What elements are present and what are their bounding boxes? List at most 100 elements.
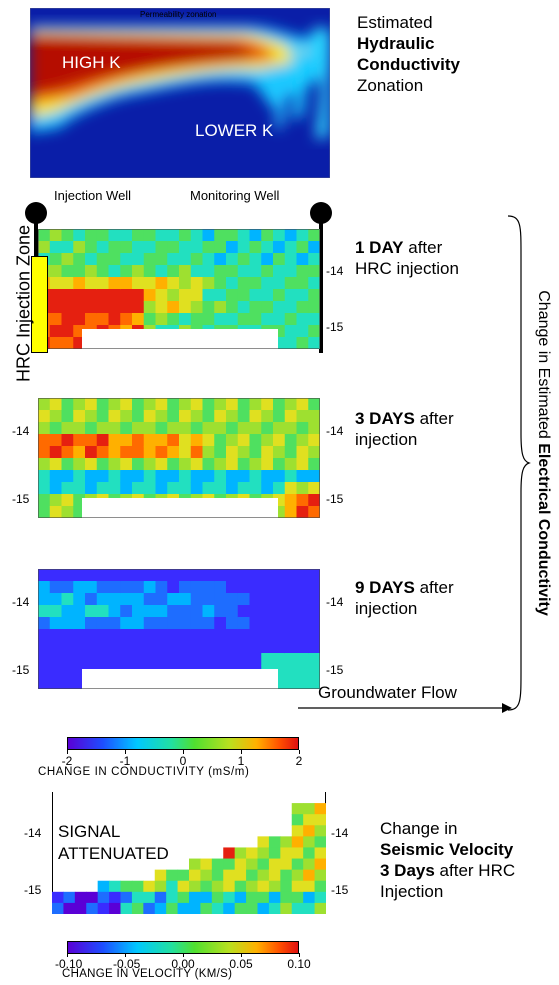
seismic-caption: Change in Seismic Velocity 3 Days after …	[380, 818, 515, 902]
conductivity-cell	[108, 569, 121, 582]
conductivity-cell	[237, 458, 250, 471]
conductivity-cell	[49, 569, 62, 582]
conductivity-cell	[120, 605, 133, 618]
conductivity-cell	[61, 581, 74, 594]
conductivity-cell	[179, 470, 192, 483]
conductivity-cell	[190, 253, 203, 266]
conductivity-cell	[49, 653, 62, 666]
conductivity-cell	[132, 289, 145, 302]
seismic-cell	[280, 869, 293, 882]
seismic-cell	[120, 902, 133, 914]
conductivity-cell	[284, 277, 297, 290]
conductivity-cell	[261, 581, 274, 594]
conductivity-cell	[237, 398, 250, 411]
conductivity-cell	[179, 289, 192, 302]
conductivity-cell	[61, 506, 74, 518]
conductivity-cell	[296, 241, 309, 254]
conductivity-cell	[49, 313, 62, 326]
conductivity-cell	[179, 617, 192, 630]
conductivity-cell	[284, 506, 297, 518]
conductivity-cell	[167, 617, 180, 630]
conductivity-cell	[179, 313, 192, 326]
conductivity-cell	[96, 229, 109, 242]
conductivity-cell	[96, 398, 109, 411]
seismic-cell	[166, 880, 179, 893]
seismic-cell	[120, 891, 133, 904]
conductivity-cell	[296, 313, 309, 326]
conductivity-cell	[249, 277, 262, 290]
conductivity-cell	[143, 398, 156, 411]
conductivity-cell	[61, 458, 74, 471]
seismic-caption-bold: 3 Days	[380, 861, 435, 880]
conductivity-cell	[143, 265, 156, 278]
conductivity-cell	[296, 325, 309, 338]
conductivity-cell	[49, 422, 62, 435]
seismic-velocity-panel: SIGNAL ATTENUATED	[52, 792, 326, 914]
conductivity-cell	[49, 410, 62, 423]
conductivity-cell	[96, 458, 109, 471]
seismic-cell	[303, 814, 316, 826]
conductivity-cell	[308, 277, 320, 290]
conductivity-cell	[237, 241, 250, 254]
conductivity-cell	[308, 569, 320, 582]
conductivity-cell	[167, 301, 180, 314]
conductivity-cell	[108, 629, 121, 642]
conductivity-cell	[96, 617, 109, 630]
seismic-cell	[86, 902, 99, 914]
conductivity-cell	[143, 446, 156, 459]
panel1-caption-line2: HRC injection	[355, 259, 459, 278]
conductivity-colorbar-tick: -2	[61, 754, 73, 768]
conductivity-cell	[214, 458, 227, 471]
conductivity-cell	[49, 494, 62, 507]
conductivity-cell	[132, 229, 145, 242]
seismic-cell	[200, 858, 213, 871]
conductivity-cell	[73, 605, 86, 618]
conductivity-cell	[284, 289, 297, 302]
conductivity-cell	[85, 398, 98, 411]
conductivity-cell	[167, 482, 180, 495]
conductivity-cell	[132, 458, 145, 471]
conductivity-cell	[61, 494, 74, 507]
panel1-right-tick: -15	[326, 320, 344, 334]
conductivity-cell	[308, 434, 320, 447]
conductivity-cell	[284, 665, 297, 678]
seismic-cell	[166, 902, 179, 914]
conductivity-cell	[179, 229, 192, 242]
conductivity-cell	[261, 629, 274, 642]
conductivity-cell	[214, 241, 227, 254]
conductivity-cell	[143, 593, 156, 606]
conductivity-cell	[296, 593, 309, 606]
conductivity-cell	[226, 434, 239, 447]
conductivity-cell	[85, 241, 98, 254]
seismic-cell	[234, 902, 247, 914]
conductivity-cell	[120, 277, 133, 290]
seismic-cell	[200, 902, 213, 914]
high-k-label: HIGH K	[62, 53, 121, 72]
conductivity-cell	[202, 458, 215, 471]
conductivity-cell	[202, 569, 215, 582]
conductivity-cell	[85, 289, 98, 302]
conductivity-cell	[284, 581, 297, 594]
conductivity-cell	[179, 605, 192, 618]
conductivity-cell	[155, 581, 168, 594]
conductivity-cell	[96, 410, 109, 423]
conductivity-cell	[202, 593, 215, 606]
conductivity-cell	[85, 301, 98, 314]
seismic-cell	[177, 891, 190, 904]
conductivity-cell	[73, 422, 86, 435]
conductivity-cell	[73, 482, 86, 495]
conductivity-cell	[61, 677, 74, 689]
conductivity-cell	[38, 617, 51, 630]
conductivity-cell	[132, 653, 145, 666]
seismic-cell	[223, 847, 236, 860]
conductivity-cell	[38, 410, 51, 423]
conductivity-cell	[296, 677, 309, 689]
conductivity-cell	[49, 641, 62, 654]
seismic-cell	[97, 902, 110, 914]
conductivity-cell	[284, 470, 297, 483]
conductivity-cell	[179, 398, 192, 411]
groundwater-flow-label: Groundwater Flow	[318, 683, 457, 702]
conductivity-cell	[143, 301, 156, 314]
conductivity-cell	[237, 289, 250, 302]
conductivity-cell	[190, 422, 203, 435]
